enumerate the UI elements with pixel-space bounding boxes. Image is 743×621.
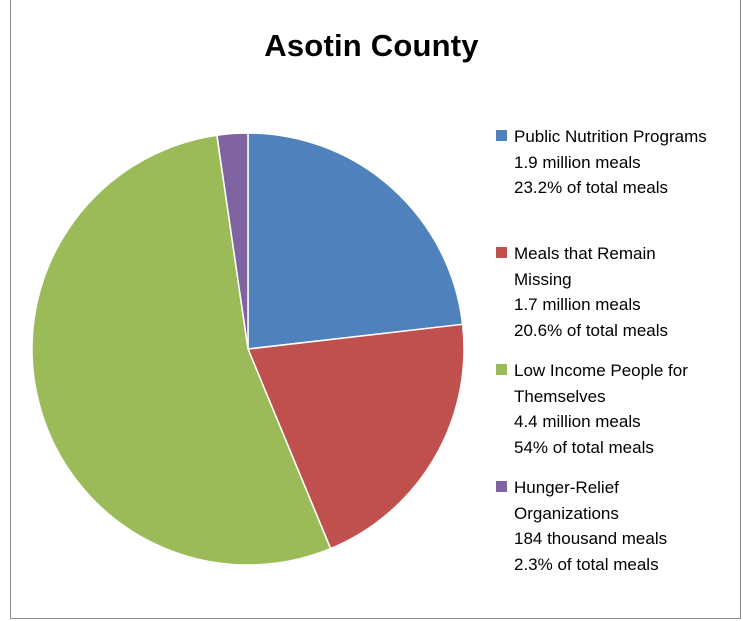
chart-title: Asotin County	[264, 28, 479, 63]
legend-swatch-meals-missing	[496, 247, 507, 258]
legend-share-public-nutrition: 23.2% of total meals	[514, 178, 669, 197]
legend-share-meals-missing: 20.6% of total meals	[514, 320, 669, 340]
pie-slice-low-income	[31, 134, 332, 566]
legend-label-meals-missing: Meals that Remain Missing	[514, 244, 656, 289]
pie-slice-public-nutrition	[247, 132, 464, 350]
legend-amount-public-nutrition: 1.9 million meals	[514, 152, 641, 172]
legend-swatch-hunger-relief	[496, 481, 507, 492]
legend-label-hunger-relief: Hunger-Relief Organizations	[514, 478, 619, 523]
legend-share-hunger-relief: 2.3% of total meals	[514, 554, 659, 574]
legend-label-public-nutrition: Public Nutrition Programs	[514, 127, 707, 146]
legend-swatch-public-nutrition	[496, 130, 507, 141]
legend-amount-low-income: 4.4 million meals	[514, 412, 641, 431]
legend-amount-hunger-relief: 184 thousand meals	[514, 529, 668, 548]
legend-swatch-low-income	[496, 364, 507, 375]
legend-amount-meals-missing: 1.7 million meals	[514, 295, 641, 314]
legend-share-low-income: 54% of total meals	[514, 437, 654, 457]
legend-label-low-income: Low Income People for Themselves	[514, 361, 688, 406]
pie-slice-meals-missing	[247, 323, 465, 550]
pie-slice-hunger-relief	[216, 132, 249, 350]
chart-frame	[10, 0, 741, 619]
